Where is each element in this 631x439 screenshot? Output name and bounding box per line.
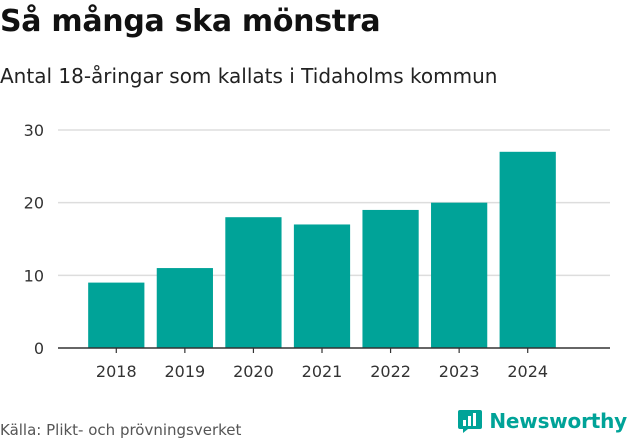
brand-logo: Newsworthy <box>457 408 627 434</box>
bar-chart: 0 10 20 30 2018 2019 2020 2021 2022 2023 2024 <box>24 121 610 381</box>
bar-2023 <box>431 202 488 348</box>
bar-2021 <box>293 224 351 348</box>
y-tick-label-10: 10 <box>24 266 44 285</box>
x-tick-label-2019: 2019 <box>164 362 205 381</box>
chart-subtitle: Antal 18-åringar som kallats i Tidaholms… <box>0 64 498 88</box>
bar-2019 <box>156 268 213 348</box>
x-tick-label-2023: 2023 <box>439 362 480 381</box>
x-tick-label-2021: 2021 <box>302 362 343 381</box>
x-tick-label-2022: 2022 <box>370 362 411 381</box>
newsworthy-icon <box>458 410 483 433</box>
x-tick-label-2024: 2024 <box>507 362 548 381</box>
chart-title: Så många ska mönstra <box>0 4 381 39</box>
source-note: Källa: Plikt- och prövningsverket <box>0 421 242 439</box>
bar-2018 <box>88 282 145 348</box>
y-tick-label-0: 0 <box>34 339 44 358</box>
bar-2020 <box>225 217 282 348</box>
x-tick-label-2018: 2018 <box>96 362 137 381</box>
y-tick-label-20: 20 <box>24 194 44 213</box>
brand-name: Newsworthy <box>489 409 627 433</box>
x-tick-label-2020: 2020 <box>233 362 274 381</box>
bar-2024 <box>499 151 556 348</box>
y-tick-label-30: 30 <box>24 121 44 140</box>
bar-2022 <box>362 209 419 348</box>
